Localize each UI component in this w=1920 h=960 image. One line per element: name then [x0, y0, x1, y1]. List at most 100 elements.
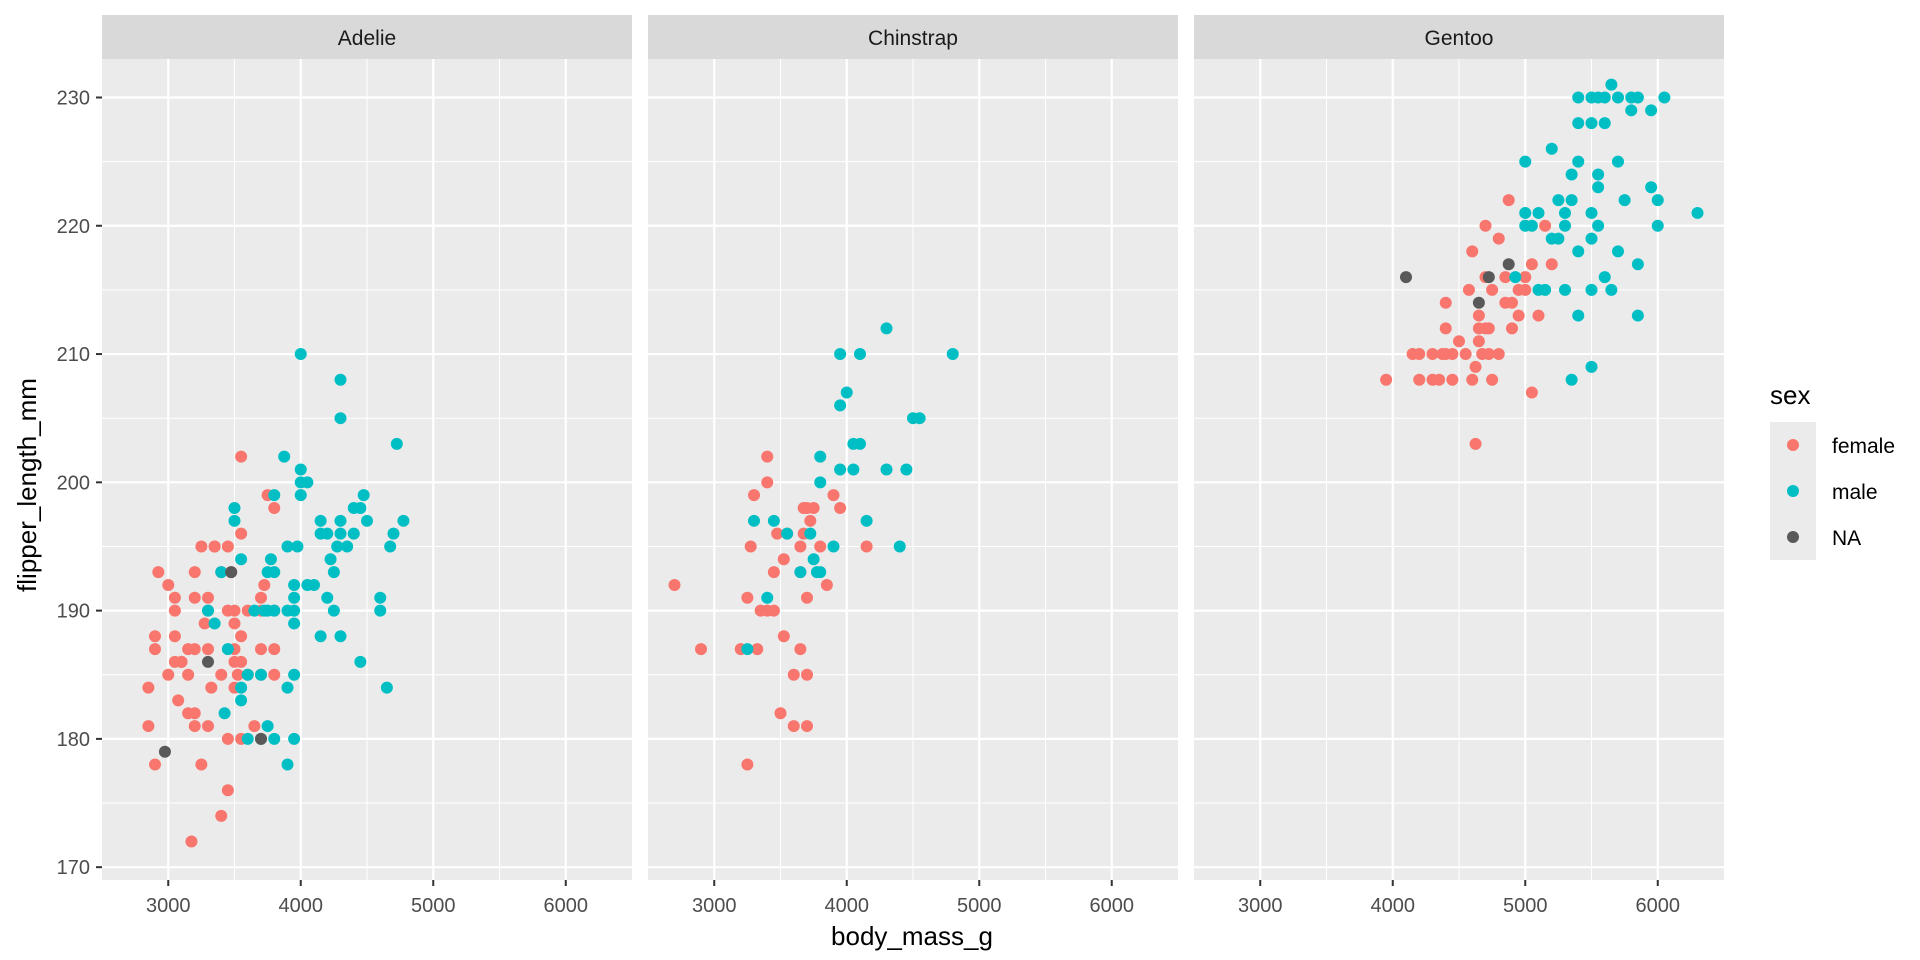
data-point-female [168, 630, 181, 643]
data-point-male [1585, 206, 1598, 219]
facet-panel-gentoo: Gentoo [1194, 15, 1724, 880]
data-point-male [748, 514, 760, 527]
data-point-male [278, 450, 291, 463]
data-point-male [384, 540, 397, 553]
data-point-male [1612, 245, 1624, 258]
data-point-male [218, 707, 231, 720]
data-point-female [748, 489, 760, 502]
data-point-male [294, 489, 307, 502]
data-point-female [777, 630, 790, 643]
y-tick-label: 180 [57, 729, 90, 751]
data-point-female [1519, 271, 1532, 284]
data-point-male [1631, 309, 1644, 322]
data-point-male [387, 527, 400, 540]
facet-strip [1194, 15, 1724, 59]
data-point-male [261, 720, 274, 733]
y-tick-label: 220 [57, 216, 90, 238]
data-point-male [268, 604, 281, 617]
data-point-female [235, 527, 248, 540]
data-point-female [787, 720, 800, 733]
data-point-male [331, 540, 344, 553]
data-point-male [1631, 258, 1644, 271]
data-point-female [149, 643, 161, 656]
data-point-female [231, 668, 244, 681]
data-point-male [291, 540, 304, 553]
data-point-female [255, 591, 267, 604]
legend-key-dot [1787, 531, 1799, 543]
data-point-male [1618, 194, 1631, 207]
data-point-female [1469, 437, 1482, 450]
data-point-female [1499, 271, 1512, 284]
data-point-female [142, 720, 155, 733]
data-point-male [1559, 219, 1571, 232]
data-point-female [1466, 245, 1479, 258]
x-tick-label: 6000 [544, 895, 589, 917]
data-point-female [695, 643, 707, 656]
data-point-female [771, 527, 784, 540]
data-point-male [334, 630, 347, 643]
legend-items: female male NA [1770, 422, 1895, 560]
data-point-female [258, 578, 271, 591]
data-point-male [321, 591, 334, 604]
legend-key-dot [1787, 439, 1799, 451]
data-point-male [1509, 271, 1522, 284]
data-point-male [288, 591, 301, 604]
data-point-female [255, 643, 267, 656]
x-tick-label: 5000 [957, 895, 1002, 917]
data-point-male [767, 514, 780, 527]
y-tick-label: 200 [57, 472, 90, 494]
data-point-female [188, 643, 201, 656]
data-point-male [827, 540, 840, 553]
data-point-male [814, 450, 827, 463]
data-point-male [1532, 206, 1545, 219]
data-point-male [321, 527, 334, 540]
data-point-male [1572, 117, 1585, 130]
data-point-female [1492, 232, 1505, 245]
data-point-female [767, 566, 780, 579]
x-tick-label: 4000 [825, 895, 870, 917]
facet-strip-label: Adelie [338, 27, 396, 50]
data-point-male [913, 412, 926, 425]
data-point-male [361, 514, 373, 527]
data-point-female [814, 540, 827, 553]
data-point-female [152, 566, 165, 579]
x-axis-title: body_mass_g [831, 921, 993, 951]
data-point-female [1545, 258, 1558, 271]
data-point-male [288, 604, 301, 617]
data-point-female [1506, 322, 1518, 335]
data-point-female [787, 668, 800, 681]
data-point-female [1439, 296, 1452, 309]
data-point-male [900, 463, 913, 476]
data-point-male [880, 322, 893, 335]
data-point-female [1439, 322, 1452, 335]
legend-label: male [1832, 481, 1878, 504]
data-point-female [801, 591, 813, 604]
data-point-male [374, 604, 387, 617]
data-point-na [158, 745, 171, 758]
facet-strip-label: Chinstrap [868, 27, 958, 50]
data-point-female [1472, 335, 1485, 348]
data-point-female [162, 578, 175, 591]
data-point-female [248, 720, 261, 733]
data-point-female [1519, 283, 1532, 296]
data-point-female [268, 668, 281, 681]
data-point-male [1625, 104, 1638, 117]
data-point-female [188, 591, 201, 604]
data-point-male [1559, 206, 1571, 219]
y-tick-label: 230 [57, 87, 90, 109]
data-point-female [794, 643, 807, 656]
data-points [1380, 78, 1704, 450]
data-point-male [1565, 168, 1578, 181]
facet-strip [648, 15, 1178, 59]
data-point-male [834, 463, 847, 476]
y-tick-label: 170 [57, 857, 90, 879]
data-point-male [347, 527, 360, 540]
data-point-male [1605, 78, 1618, 91]
data-point-female [168, 604, 181, 617]
legend-label: female [1832, 435, 1895, 458]
data-point-female [202, 643, 214, 656]
data-point-female [228, 604, 241, 617]
data-point-male [241, 668, 254, 681]
data-point-male [781, 527, 794, 540]
data-point-male [202, 604, 214, 617]
